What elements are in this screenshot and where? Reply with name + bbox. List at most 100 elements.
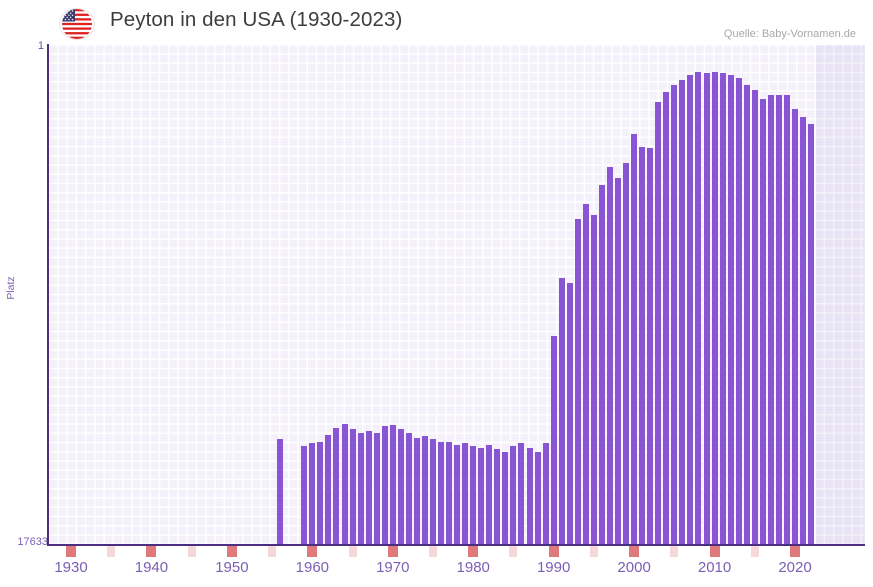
bar[interactable] — [325, 434, 332, 545]
bar[interactable] — [397, 429, 404, 545]
plot-area — [49, 45, 865, 545]
bar[interactable] — [598, 185, 605, 545]
x-tick-minor — [107, 546, 116, 557]
bar[interactable] — [711, 71, 718, 545]
bar[interactable] — [478, 447, 485, 545]
bar[interactable] — [550, 335, 557, 545]
x-tick-label: 1940 — [134, 559, 169, 576]
bar[interactable] — [687, 74, 694, 545]
y-axis-top-label: 1 — [37, 40, 44, 52]
bar[interactable] — [679, 80, 686, 545]
x-tick-minor — [348, 546, 357, 557]
bar[interactable] — [510, 446, 517, 545]
bar[interactable] — [792, 108, 798, 545]
x-tick-minor — [268, 546, 277, 557]
bar[interactable] — [357, 433, 364, 545]
bar[interactable] — [534, 451, 541, 545]
bar[interactable] — [735, 77, 742, 545]
bar[interactable] — [631, 134, 638, 545]
y-axis-bottom-label: 17633 — [17, 536, 48, 548]
bar[interactable] — [405, 433, 412, 545]
x-tick-label: 1930 — [54, 559, 88, 576]
bar[interactable] — [462, 443, 469, 545]
bar[interactable] — [518, 443, 525, 545]
bar[interactable] — [349, 429, 356, 545]
x-axis-line — [47, 544, 865, 546]
bar[interactable] — [341, 423, 348, 545]
x-tick-label: 1960 — [295, 559, 330, 576]
bar[interactable] — [639, 147, 646, 545]
x-tick-minor — [429, 546, 437, 557]
x-tick-label: 2010 — [697, 559, 732, 576]
x-tick-label: 2000 — [617, 559, 651, 576]
bar[interactable] — [590, 215, 597, 545]
bar[interactable] — [470, 446, 477, 545]
bar[interactable] — [647, 148, 654, 545]
bar[interactable] — [759, 98, 766, 545]
x-axis-tick-labels: 1930 1940 1950 1960 1970 1980 1990 2000 2010 2020 — [0, 559, 873, 585]
x-tick-label: 1970 — [376, 559, 410, 576]
y-axis-title: Platz — [5, 276, 17, 300]
bar[interactable] — [703, 73, 710, 545]
bar[interactable] — [502, 451, 509, 545]
x-tick-major — [307, 546, 318, 557]
x-tick-major — [226, 546, 237, 557]
x-tick-major — [790, 546, 800, 557]
bar[interactable] — [301, 446, 308, 545]
bar[interactable] — [430, 439, 436, 545]
bar[interactable] — [421, 436, 428, 545]
us-flag-icon — [60, 9, 94, 39]
bar[interactable] — [655, 101, 662, 545]
bar[interactable] — [783, 94, 790, 545]
bar[interactable] — [582, 203, 589, 545]
bar[interactable] — [695, 71, 702, 545]
bar[interactable] — [277, 439, 284, 545]
bar[interactable] — [775, 94, 782, 545]
bar[interactable] — [767, 94, 774, 545]
x-tick-minor — [187, 546, 196, 557]
bar[interactable] — [365, 430, 372, 545]
bar[interactable] — [558, 277, 565, 545]
bar[interactable] — [494, 449, 501, 545]
bar[interactable] — [309, 443, 316, 545]
x-tick-minor — [509, 546, 518, 557]
bar[interactable] — [574, 219, 581, 545]
bar[interactable] — [438, 441, 445, 545]
bar[interactable] — [566, 283, 573, 545]
x-tick-minor — [670, 546, 679, 557]
bar[interactable] — [446, 441, 453, 545]
x-tick-label: 1980 — [456, 559, 490, 576]
bar[interactable] — [486, 444, 493, 545]
bar[interactable] — [317, 441, 324, 545]
bar[interactable] — [671, 84, 678, 545]
bar[interactable] — [526, 447, 533, 545]
x-tick-major — [548, 546, 559, 557]
bar[interactable] — [615, 178, 622, 545]
x-tick-major — [146, 546, 157, 557]
bar[interactable] — [542, 443, 549, 545]
bar[interactable] — [623, 162, 630, 545]
x-tick-minor — [750, 546, 759, 557]
x-tick-major — [387, 546, 398, 557]
bar[interactable] — [808, 124, 815, 545]
bar[interactable] — [606, 166, 613, 545]
x-tick-major — [709, 546, 720, 557]
bar[interactable] — [373, 433, 380, 545]
bar[interactable] — [719, 73, 726, 545]
x-tick-major — [629, 546, 640, 557]
bar[interactable] — [663, 91, 670, 545]
x-tick-label: 1990 — [536, 559, 571, 576]
bar[interactable] — [743, 84, 750, 545]
chart-header: Peyton in den USA (1930-2023) Quelle: Ba… — [0, 0, 873, 42]
bar[interactable] — [389, 424, 396, 545]
bar[interactable] — [333, 427, 340, 545]
bar[interactable] — [727, 74, 734, 545]
bar[interactable] — [800, 117, 807, 545]
page-title: Peyton in den USA (1930-2023) — [110, 8, 403, 31]
bar[interactable] — [413, 437, 420, 545]
bar[interactable] — [751, 90, 758, 545]
bar[interactable] — [381, 426, 388, 545]
x-tick-label: 2020 — [778, 559, 812, 576]
bar[interactable] — [454, 444, 461, 545]
